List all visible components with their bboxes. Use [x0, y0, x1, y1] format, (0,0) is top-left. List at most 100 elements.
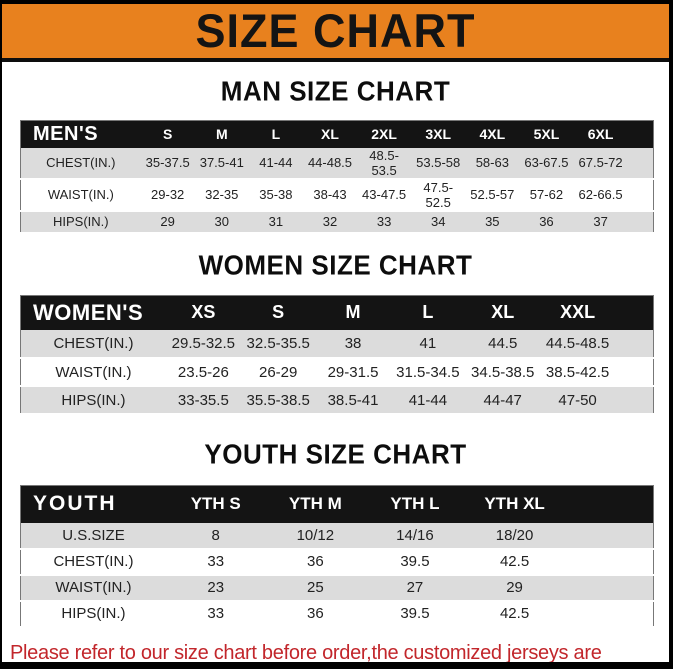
men-size-section: MAN SIZE CHART MEN'S S M L XL 2XL 3XL 4XL 5XL 6XL… [2, 75, 669, 234]
spacer-cell [615, 358, 654, 387]
size-value: 33-35.5 [165, 386, 241, 415]
size-value: 39.5 [365, 600, 465, 628]
row-label: CHEST(IN.) [20, 548, 166, 576]
size-value: 31.5-34.5 [390, 358, 466, 387]
women-section-heading: WOMEN SIZE CHART [198, 248, 473, 281]
size-value: 37 [573, 210, 628, 234]
column-header: L [248, 120, 303, 148]
column-header: L [390, 295, 466, 330]
size-value: 42.5 [464, 548, 565, 576]
spacer-cell [564, 522, 654, 550]
size-value: 33 [357, 210, 412, 234]
table-corner-label: MEN'S [20, 120, 141, 148]
table-row: HIPS(IN.) 33 36 39.5 42.5 [20, 600, 654, 628]
size-value: 29-31.5 [315, 358, 391, 387]
spacer-cell [627, 120, 654, 148]
size-value: 36 [265, 600, 366, 628]
size-value: 44.5-48.5 [540, 330, 616, 359]
row-label: U.S.SIZE [20, 522, 166, 550]
table-row: HIPS(IN.) 33-35.5 35.5-38.5 38.5-41 41-44 44-… [20, 386, 654, 415]
size-value: 29 [464, 574, 565, 602]
spacer-cell [564, 574, 654, 602]
table-row: WAIST(IN.) 23.5-26 26-29 29-31.5 31.5-34.5 34… [20, 358, 654, 387]
size-value: 41 [390, 330, 466, 359]
size-value: 43-47.5 [357, 178, 412, 212]
disclaimer-text: Please refer to our size chart before or… [10, 641, 663, 664]
table-corner-label: YOUTH [20, 485, 166, 523]
size-value: 35-37.5 [140, 147, 195, 180]
table-row: CHEST(IN.) 29.5-32.5 32.5-35.5 38 41 44.5 44.5… [20, 330, 654, 359]
size-value: 52.5-57 [465, 178, 520, 212]
size-value: 41-44 [390, 386, 466, 415]
men-section-heading: MAN SIZE CHART [220, 75, 451, 107]
size-value: 32-35 [194, 178, 249, 212]
youth-section-heading: YOUTH SIZE CHART [204, 438, 467, 470]
spacer-cell [627, 147, 654, 180]
row-label: WAIST(IN.) [20, 358, 166, 387]
size-value: 36 [519, 210, 574, 234]
size-value: 35-38 [248, 178, 303, 212]
column-header: YTH M [265, 485, 366, 523]
table-row: HIPS(IN.) 29 30 31 32 33 34 35 36 37 [20, 210, 654, 234]
row-label: HIPS(IN.) [20, 600, 166, 628]
disclaimer-line-1: Please refer to our size chart before or… [10, 641, 602, 664]
size-value: 48.5-53.5 [357, 147, 412, 180]
table-header-row: YOUTH YTH S YTH M YTH L YTH XL [20, 485, 654, 523]
women-size-table-container: WOMEN'S XS S M L XL XXL CHEST(IN.) 29.5-32.5 32.5… [20, 294, 654, 415]
size-value: 32.5-35.5 [240, 330, 316, 359]
spacer-cell [615, 330, 654, 359]
size-table: WOMEN'S XS S M L XL XXL CHEST(IN.) 29.5-32.5 32.5… [20, 294, 654, 415]
column-header: YTH L [365, 485, 465, 523]
row-label: HIPS(IN.) [20, 210, 141, 234]
women-size-section: WOMEN SIZE CHART WOMEN'S XS S M L XL XXL CHEST(… [2, 248, 669, 415]
size-value: 25 [265, 574, 366, 602]
table-header-row: WOMEN'S XS S M L XL XXL [20, 295, 654, 330]
size-value: 38.5-42.5 [540, 358, 616, 387]
size-value: 58-63 [465, 147, 520, 180]
size-table: YOUTH YTH S YTH M YTH L YTH XL U.S.SIZE 8 10/12… [20, 485, 654, 628]
size-value: 38.5-41 [315, 386, 391, 415]
column-header: XL [302, 120, 358, 148]
size-value: 27 [365, 574, 465, 602]
title-banner: SIZE CHART [2, 4, 669, 62]
column-header: M [315, 295, 391, 330]
youth-size-table-container: YOUTH YTH S YTH M YTH L YTH XL U.S.SIZE 8 10/12… [20, 485, 654, 628]
column-header: YTH S [165, 485, 266, 523]
table-row: WAIST(IN.) 29-32 32-35 35-38 38-43 43-47.5 47.… [20, 178, 654, 212]
spacer-cell [615, 295, 654, 330]
size-table: MEN'S S M L XL 2XL 3XL 4XL 5XL 6XL CHEST(IN.) 35-37… [20, 120, 654, 234]
size-value: 32 [302, 210, 358, 234]
size-value: 41-44 [248, 147, 303, 180]
size-value: 26-29 [240, 358, 316, 387]
men-size-table-container: MEN'S S M L XL 2XL 3XL 4XL 5XL 6XL CHEST(IN.) 35-37… [20, 120, 654, 234]
size-value: 8 [165, 522, 266, 550]
table-header-row: MEN'S S M L XL 2XL 3XL 4XL 5XL 6XL [20, 120, 654, 148]
size-value: 42.5 [464, 600, 565, 628]
column-header: XL [465, 295, 541, 330]
size-value: 35.5-38.5 [240, 386, 316, 415]
row-label: HIPS(IN.) [20, 386, 166, 415]
column-header: XXL [540, 295, 616, 330]
size-value: 29-32 [140, 178, 195, 212]
spacer-cell [564, 485, 654, 523]
size-value: 33 [165, 600, 266, 628]
column-header: 4XL [465, 120, 520, 148]
spacer-cell [564, 548, 654, 576]
size-value: 37.5-41 [194, 147, 249, 180]
size-value: 39.5 [365, 548, 465, 576]
size-value: 44-48.5 [302, 147, 358, 180]
row-label: CHEST(IN.) [20, 330, 166, 359]
size-value: 47.5-52.5 [411, 178, 466, 212]
size-value: 38-43 [302, 178, 358, 212]
row-label: WAIST(IN.) [20, 574, 166, 602]
size-value: 18/20 [464, 522, 565, 550]
size-value: 10/12 [265, 522, 366, 550]
size-value: 31 [248, 210, 303, 234]
table-row: CHEST(IN.) 33 36 39.5 42.5 [20, 548, 654, 576]
size-value: 57-62 [519, 178, 574, 212]
size-value: 23.5-26 [165, 358, 241, 387]
size-value: 29.5-32.5 [165, 330, 241, 359]
size-value: 33 [165, 548, 266, 576]
size-value: 36 [265, 548, 366, 576]
